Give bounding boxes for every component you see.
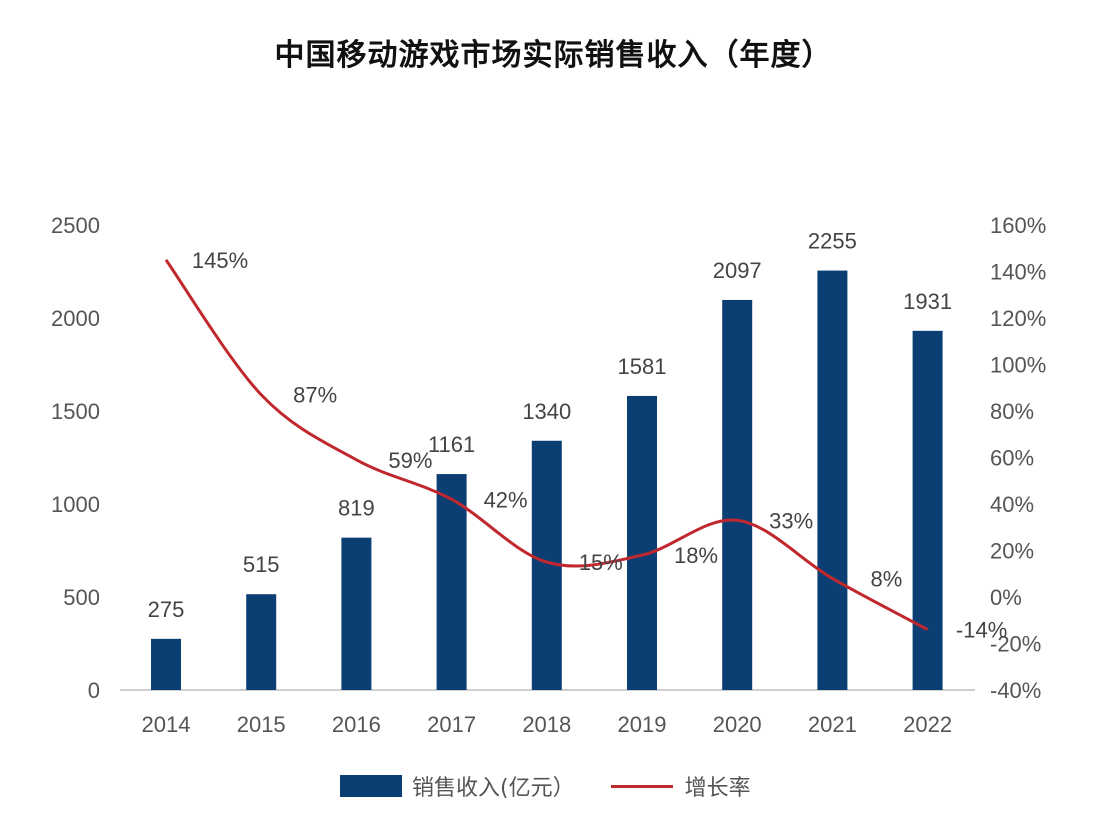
- right-tick-label: 80%: [990, 399, 1034, 424]
- legend-label-growth: 增长率: [684, 776, 751, 801]
- x-tick-label: 2015: [237, 712, 286, 737]
- bar-value-label: 1161: [428, 432, 475, 457]
- bar: [151, 638, 181, 690]
- legend-label-revenue: 销售收入(亿元）: [412, 776, 575, 801]
- x-tick-label: 2019: [618, 712, 667, 737]
- bar: [722, 299, 753, 690]
- left-tick-label: 1000: [51, 492, 100, 517]
- right-tick-label: 0%: [990, 585, 1022, 610]
- bar: [436, 474, 467, 690]
- x-tick-label: 2018: [522, 712, 571, 737]
- chart-title: 中国移动游戏市场实际销售收入（年度）: [274, 38, 833, 73]
- x-tick-label: 2014: [142, 712, 191, 737]
- bar-value-label: 2097: [713, 258, 762, 283]
- growth-rate-label: 33%: [769, 508, 813, 533]
- right-tick-label: 40%: [990, 492, 1034, 517]
- x-tick-label: 2020: [713, 712, 762, 737]
- growth-rate-label: 42%: [484, 487, 528, 512]
- x-tick-label: 2021: [808, 712, 857, 737]
- growth-rate-label: 18%: [674, 543, 718, 568]
- bar: [817, 270, 848, 690]
- left-tick-label: 2500: [51, 213, 100, 238]
- x-tick-label: 2016: [332, 712, 381, 737]
- bar-value-label: 1581: [618, 354, 667, 379]
- growth-rate-label: 87%: [293, 383, 337, 408]
- growth-rate-label: 8%: [871, 566, 903, 591]
- bar-value-label: 515: [243, 552, 280, 577]
- right-tick-label: 160%: [990, 213, 1046, 238]
- bar: [627, 395, 657, 690]
- bar: [912, 330, 943, 690]
- left-tick-label: 0: [88, 678, 100, 703]
- bar-value-label: 1931: [903, 289, 952, 314]
- right-tick-label: 60%: [990, 446, 1034, 471]
- growth-rate-line: [164, 259, 929, 631]
- legend-swatch-line: [610, 784, 673, 788]
- bar: [341, 537, 372, 690]
- bar-value-label: 1340: [522, 399, 571, 424]
- right-tick-label: -40%: [990, 678, 1041, 703]
- right-tick-label: 120%: [990, 306, 1046, 331]
- bar-value-label: 275: [148, 597, 185, 622]
- growth-rate-label: -14%: [956, 618, 1007, 643]
- growth-rate-label: 59%: [388, 448, 432, 473]
- bar-value-label: 2255: [808, 229, 857, 254]
- left-tick-label: 1500: [51, 399, 100, 424]
- left-tick-label: 500: [63, 585, 100, 610]
- right-tick-label: 140%: [990, 260, 1046, 285]
- x-tick-label: 2017: [427, 712, 476, 737]
- right-tick-label: -20%: [990, 632, 1041, 657]
- legend: 销售收入(亿元） 增长率: [340, 770, 751, 802]
- left-tick-label: 2000: [51, 306, 100, 331]
- growth-rate-label: 145%: [192, 248, 248, 273]
- bar-value-label: 819: [338, 496, 375, 521]
- legend-swatch-bar: [340, 775, 402, 797]
- growth-rate-label: 15%: [579, 550, 623, 575]
- right-tick-label: 20%: [990, 539, 1034, 564]
- right-tick-label: 100%: [990, 353, 1046, 378]
- bar: [246, 594, 277, 690]
- x-tick-label: 2022: [903, 712, 952, 737]
